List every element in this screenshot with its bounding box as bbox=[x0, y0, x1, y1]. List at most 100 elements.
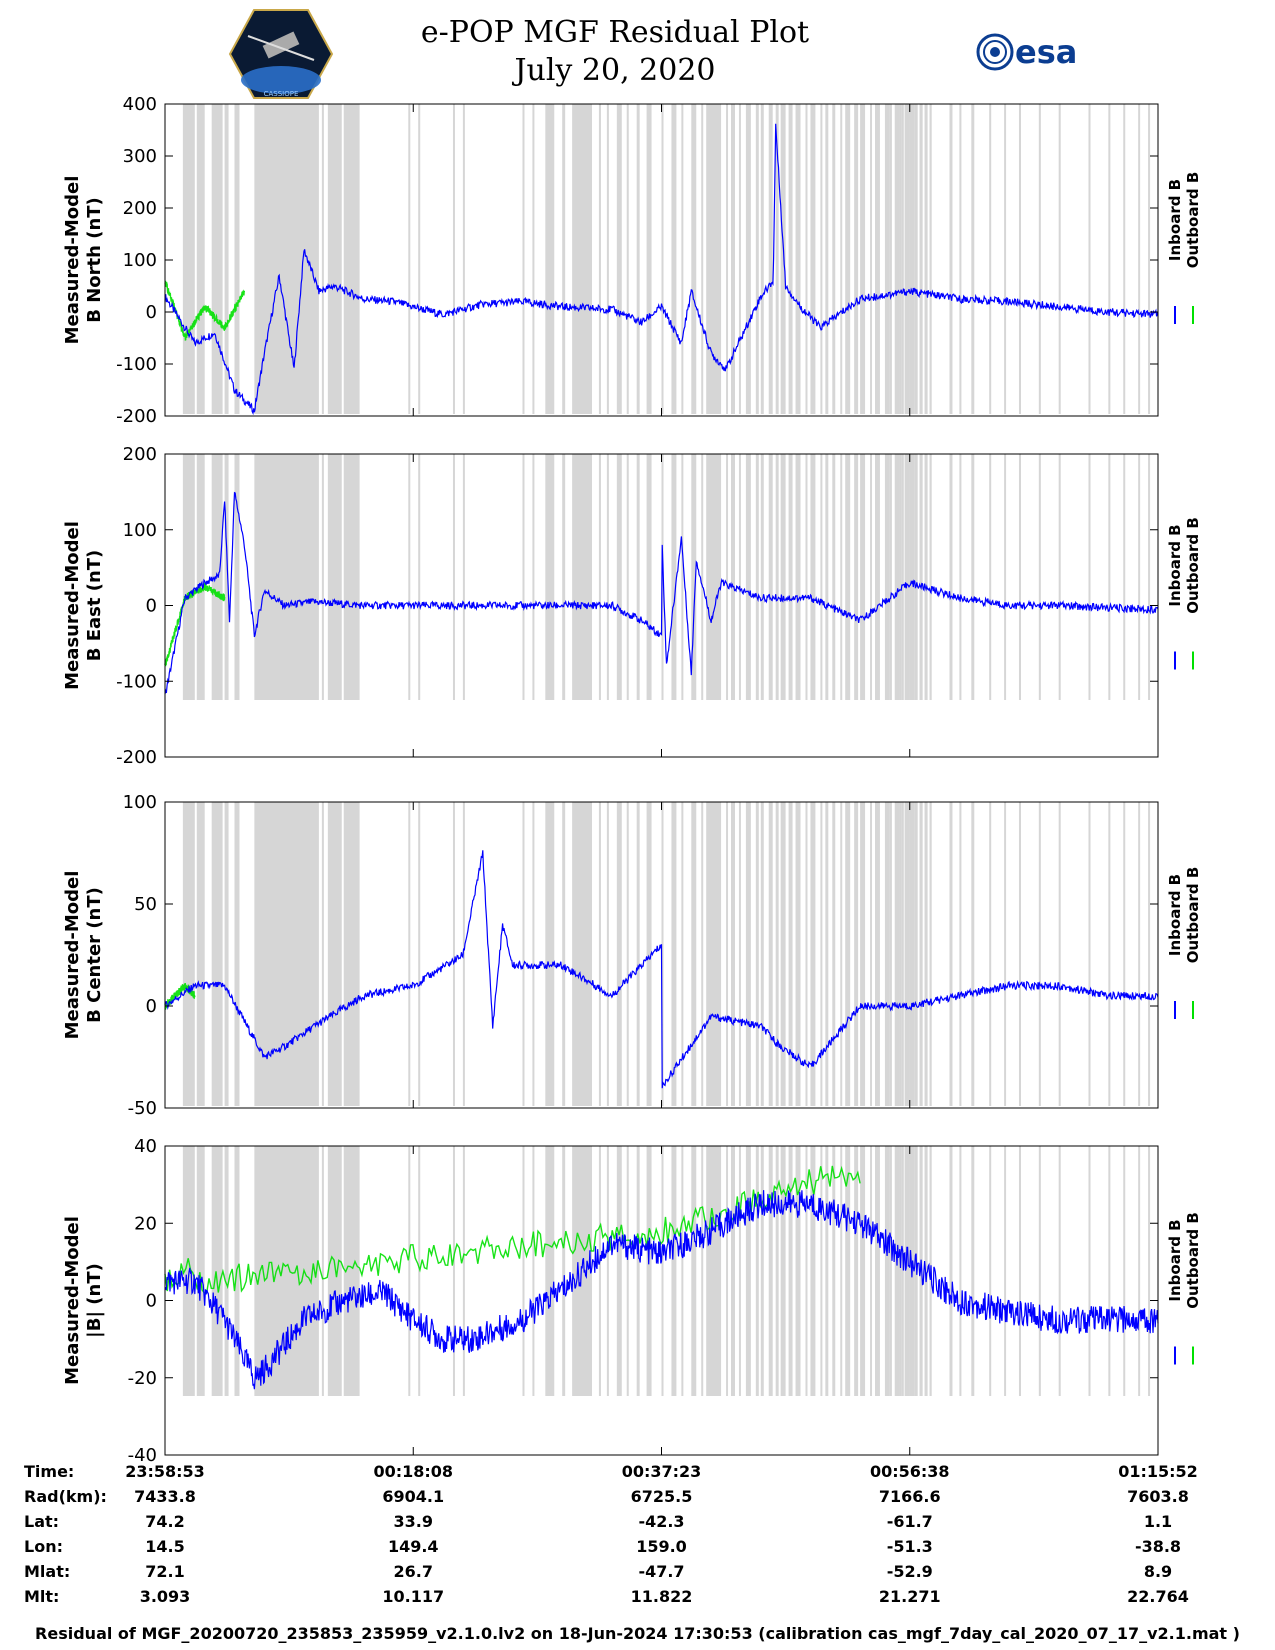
data-gap-band bbox=[681, 454, 684, 700]
data-gap-band bbox=[1123, 1146, 1126, 1396]
series-line-outboard bbox=[164, 1165, 861, 1294]
orbit-info-value: 00:56:38 bbox=[869, 1462, 950, 1481]
data-gap-band bbox=[894, 454, 897, 700]
data-gap-band bbox=[327, 1146, 342, 1396]
data-gap-band bbox=[462, 802, 465, 1106]
data-gap-band bbox=[343, 1146, 360, 1396]
data-gap-band bbox=[894, 1146, 897, 1396]
data-gap-band bbox=[845, 454, 851, 700]
data-gap-band bbox=[701, 802, 704, 1106]
orbit-info-value: 21.271 bbox=[878, 1587, 941, 1606]
data-gap-band bbox=[418, 1146, 421, 1396]
orbit-info-value: -42.3 bbox=[638, 1512, 685, 1531]
data-gap-band bbox=[726, 104, 729, 414]
data-gap-band bbox=[845, 1146, 851, 1396]
data-gap-band bbox=[911, 104, 914, 414]
orbit-info-value: 11.822 bbox=[630, 1587, 693, 1606]
orbit-info-value: -61.7 bbox=[886, 1512, 933, 1531]
data-gap-band bbox=[691, 454, 697, 700]
data-gap-band bbox=[408, 1146, 411, 1396]
data-gap-band bbox=[825, 104, 829, 414]
data-gap-band bbox=[706, 802, 722, 1106]
data-gap-band bbox=[874, 104, 880, 414]
data-gap-band bbox=[418, 454, 421, 700]
data-gap-band bbox=[768, 104, 773, 414]
data-gap-band bbox=[914, 454, 917, 700]
data-gap-band bbox=[775, 104, 779, 414]
data-gap-band bbox=[598, 104, 601, 414]
data-gap-band bbox=[462, 454, 465, 700]
data-gap-band bbox=[760, 104, 764, 414]
data-gap-band bbox=[738, 454, 741, 700]
data-gap-band bbox=[321, 802, 324, 1106]
data-gap-band bbox=[971, 802, 975, 1106]
data-gap-band bbox=[909, 104, 912, 414]
data-gap-band bbox=[854, 104, 859, 414]
data-gap-band bbox=[211, 802, 223, 1106]
orbit-info-row: Mlt: 3.093 10.117 11.822 21.271 22.764 bbox=[0, 1587, 1275, 1612]
footer-caption: Residual of MGF_20200720_235853_235959_v… bbox=[35, 1624, 1240, 1643]
data-gap-band bbox=[971, 454, 975, 700]
legend-inboard-label: Inboard B bbox=[1166, 179, 1184, 261]
data-gap-band bbox=[1123, 802, 1126, 1106]
data-gap-band bbox=[1004, 802, 1007, 1106]
data-gap-band bbox=[321, 1146, 324, 1396]
data-gap-band bbox=[234, 104, 240, 414]
data-gap-band bbox=[788, 104, 793, 414]
orbit-info-value: 149.4 bbox=[387, 1537, 439, 1556]
data-gap-band bbox=[775, 802, 779, 1106]
data-gap-band bbox=[775, 1146, 779, 1396]
data-gap-band bbox=[870, 1146, 873, 1396]
data-gap-band bbox=[820, 1146, 823, 1396]
data-gap-band bbox=[626, 454, 629, 700]
data-gap-band bbox=[606, 802, 609, 1106]
y-tick-label: 0 bbox=[146, 1291, 157, 1312]
data-gap-band bbox=[810, 802, 816, 1106]
cassiope-logo-text: CASSIOPE bbox=[264, 90, 299, 98]
plot-title: e-POP MGF Residual Plot July 20, 2020 bbox=[380, 14, 850, 90]
data-gap-band bbox=[895, 454, 900, 700]
orbit-info-value: 26.7 bbox=[393, 1562, 433, 1581]
orbit-info-label: Mlat: bbox=[24, 1562, 71, 1581]
data-gap-band bbox=[1058, 802, 1061, 1106]
data-gap-band bbox=[1088, 104, 1091, 414]
data-gap-band bbox=[691, 802, 697, 1106]
data-gap-band bbox=[810, 454, 816, 700]
data-gap-band bbox=[840, 802, 843, 1106]
data-gap-band bbox=[884, 454, 890, 700]
data-gap-band bbox=[895, 1146, 900, 1396]
data-gap-band bbox=[904, 1146, 910, 1396]
data-gap-band bbox=[907, 454, 910, 700]
data-gap-band bbox=[860, 802, 866, 1106]
data-gap-band bbox=[408, 104, 411, 414]
data-gap-band bbox=[1018, 454, 1021, 700]
data-gap-band bbox=[321, 454, 324, 700]
data-gap-band bbox=[701, 1146, 704, 1396]
data-gap-band bbox=[780, 454, 786, 700]
legend-inboard-label: Inboard B bbox=[1166, 1219, 1184, 1301]
data-gap-band bbox=[924, 454, 927, 700]
data-gap-band bbox=[780, 1146, 786, 1396]
data-gap-band bbox=[1138, 454, 1141, 700]
data-gap-band bbox=[989, 802, 992, 1106]
data-gap-band bbox=[1108, 104, 1111, 414]
data-gap-band bbox=[909, 1146, 912, 1396]
esa-logo: esa bbox=[976, 33, 1077, 71]
data-gap-band bbox=[788, 454, 793, 700]
data-gap-band bbox=[626, 1146, 629, 1396]
data-gap-band bbox=[731, 104, 735, 414]
data-gap-band bbox=[825, 802, 829, 1106]
data-gap-band bbox=[706, 1146, 722, 1396]
data-gap-band bbox=[755, 1146, 759, 1396]
data-gap-band bbox=[1038, 104, 1041, 414]
legend-inboard-label: Inboard B bbox=[1166, 524, 1184, 606]
data-gap-band bbox=[959, 454, 962, 700]
data-gap-band bbox=[254, 1146, 319, 1396]
data-gap-band bbox=[224, 454, 229, 700]
data-gap-band bbox=[196, 104, 205, 414]
data-gap-band bbox=[760, 1146, 764, 1396]
cassiope-logo: CASSIOPE bbox=[228, 9, 334, 99]
orbit-info-value: 6725.5 bbox=[630, 1487, 693, 1506]
data-gap-band bbox=[899, 454, 902, 700]
data-gap-band bbox=[832, 104, 836, 414]
